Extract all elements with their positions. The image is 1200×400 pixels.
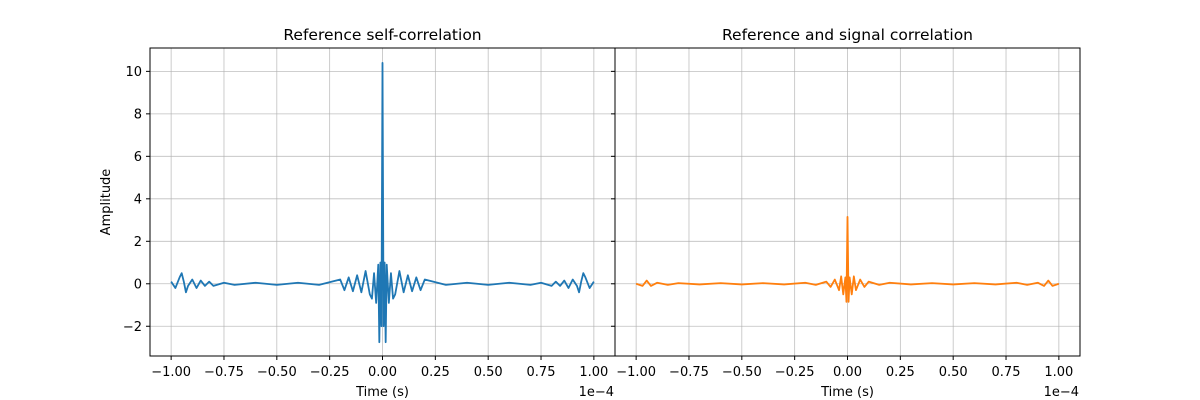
panel-reference-self-correlation: Reference self-correlation −1.00 −0.75 −0.…: [99, 26, 616, 400]
x-tick-label-left: 0.25: [421, 365, 450, 380]
x-tick-label-left: −0.75: [204, 365, 244, 380]
x-tick-label-left: 0.00: [368, 365, 397, 380]
x-ticks-left: −1.00 −0.75 −0.50 −0.25 0.00 0.25 0.50 0.75 1.00: [151, 356, 608, 380]
x-ticks-right: −1.00 −0.75 −0.50 −0.25 0.00 0.25 0.50 0.75 1.00: [616, 356, 1073, 380]
x-tick-label-left: −0.25: [310, 365, 350, 380]
x-tick-label-right: 0.75: [992, 365, 1021, 380]
x-tick-label-right: −1.00: [616, 365, 656, 380]
y-tick-label-left: 2: [134, 235, 142, 250]
y-tick-label-left: 8: [134, 107, 142, 122]
x-tick-label-left: −1.00: [151, 365, 191, 380]
x-offset-label-left: 1e−4: [579, 385, 614, 400]
x-tick-label-right: −0.75: [669, 365, 709, 380]
x-tick-label-left: 1.00: [579, 365, 608, 380]
x-tick-label-right: 0.00: [833, 365, 862, 380]
y-tick-label-left: 4: [134, 192, 142, 207]
x-tick-label-right: −0.25: [775, 365, 815, 380]
series-left: [170, 61, 595, 344]
x-tick-label-right: −0.50: [722, 365, 762, 380]
y-ticks-left: −2 0 2 4 6 8 10: [123, 65, 150, 335]
chart-title-left: Reference self-correlation: [283, 26, 481, 44]
y-tick-label-left: −2: [123, 320, 142, 335]
x-tick-label-right: 0.50: [939, 365, 968, 380]
series-right: [635, 215, 1060, 303]
x-offset-label-right: 1e−4: [1044, 385, 1079, 400]
y-tick-label-left: 6: [134, 150, 142, 165]
chart-title-right: Reference and signal correlation: [722, 26, 973, 44]
x-tick-label-left: 0.50: [474, 365, 503, 380]
x-axis-label-right: Time (s): [820, 385, 874, 400]
grid-right: [615, 48, 1080, 356]
y-tick-label-left: 0: [134, 277, 142, 292]
series-line-right: [635, 215, 1060, 303]
series-line-left: [170, 61, 595, 344]
x-tick-label-left: −0.50: [257, 365, 297, 380]
y-ticks-right: [611, 70, 615, 327]
y-tick-label-left: 10: [125, 65, 142, 80]
x-tick-label-right: 0.25: [886, 365, 915, 380]
y-axis-label-left: Amplitude: [99, 169, 114, 236]
panel-reference-signal-correlation: Reference and signal correlation −1.00 −0…: [611, 26, 1081, 400]
x-tick-label-right: 1.00: [1044, 365, 1073, 380]
x-axis-label-left: Time (s): [355, 385, 409, 400]
x-tick-label-left: 0.75: [527, 365, 556, 380]
